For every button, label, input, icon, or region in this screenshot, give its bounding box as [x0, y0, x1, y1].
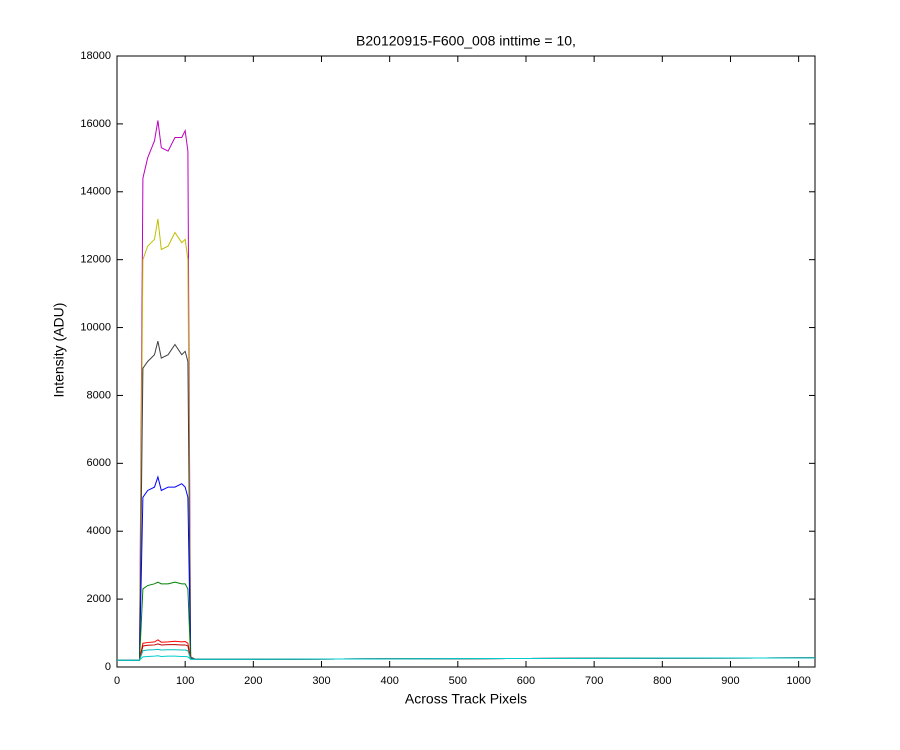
y-tick-label: 18000: [80, 50, 111, 62]
y-tick-label: 16000: [80, 118, 111, 130]
plot-frame: [116, 55, 816, 668]
x-tick-label: 1000: [786, 675, 810, 687]
y-axis-label: Intensity (ADU): [51, 303, 67, 398]
x-tick-label: 100: [176, 675, 194, 687]
y-tick-label: 0: [105, 661, 111, 673]
y-tick-label: 14000: [80, 186, 111, 198]
y-tick-label: 2000: [87, 593, 111, 605]
data-line: [117, 655, 816, 661]
x-tick-label: 600: [517, 675, 535, 687]
y-tick-label: 6000: [87, 457, 111, 469]
x-tick-label: 300: [312, 675, 330, 687]
y-tick-label: 4000: [87, 525, 111, 537]
x-tick-label: 700: [585, 675, 603, 687]
chart-title: B20120915-F600_008 inttime = 10,: [356, 33, 576, 49]
y-tick-label: 8000: [87, 389, 111, 401]
x-tick-label: 800: [653, 675, 671, 687]
x-tick-label: 200: [244, 675, 262, 687]
y-tick-label: 12000: [80, 254, 111, 266]
x-tick-label: 400: [380, 675, 398, 687]
x-tick-label: 900: [721, 675, 739, 687]
x-tick-label: 0: [114, 675, 120, 687]
x-tick-label: 500: [449, 675, 467, 687]
y-tick-label: 10000: [80, 321, 111, 333]
x-axis-label: Across Track Pixels: [405, 691, 527, 707]
